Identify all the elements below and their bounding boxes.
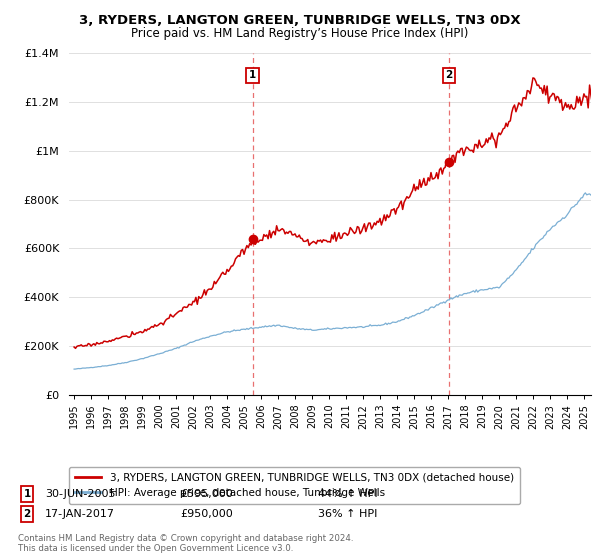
Text: 36% ↑ HPI: 36% ↑ HPI: [318, 509, 377, 519]
Text: 1: 1: [249, 71, 256, 81]
Text: £950,000: £950,000: [180, 509, 233, 519]
Text: 17-JAN-2017: 17-JAN-2017: [45, 509, 115, 519]
Text: 2: 2: [445, 71, 452, 81]
Legend: 3, RYDERS, LANGTON GREEN, TUNBRIDGE WELLS, TN3 0DX (detached house), HPI: Averag: 3, RYDERS, LANGTON GREEN, TUNBRIDGE WELL…: [69, 466, 520, 505]
Text: 44% ↑ HPI: 44% ↑ HPI: [318, 489, 377, 499]
Text: 3, RYDERS, LANGTON GREEN, TUNBRIDGE WELLS, TN3 0DX: 3, RYDERS, LANGTON GREEN, TUNBRIDGE WELL…: [79, 14, 521, 27]
Text: 1: 1: [23, 489, 31, 499]
Text: Price paid vs. HM Land Registry’s House Price Index (HPI): Price paid vs. HM Land Registry’s House …: [131, 27, 469, 40]
Text: Contains HM Land Registry data © Crown copyright and database right 2024.
This d: Contains HM Land Registry data © Crown c…: [18, 534, 353, 553]
Text: 30-JUN-2005: 30-JUN-2005: [45, 489, 115, 499]
Text: 2: 2: [23, 509, 31, 519]
Text: £595,000: £595,000: [180, 489, 233, 499]
